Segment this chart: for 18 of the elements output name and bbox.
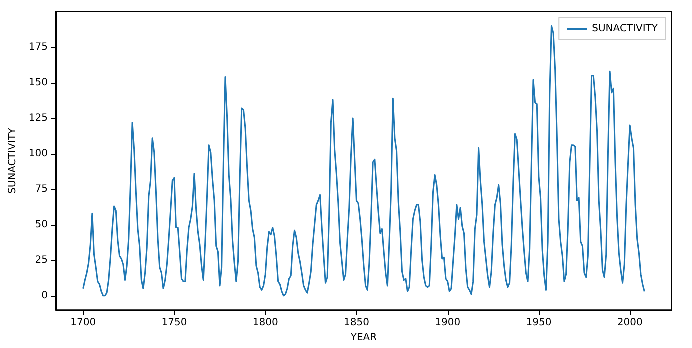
- y-tick-label: 0: [42, 290, 48, 302]
- legend-label: SUNACTIVITY: [592, 24, 659, 34]
- y-tick-label: 100: [28, 148, 48, 160]
- y-tick-label: 75: [35, 184, 48, 195]
- x-tick-label: 1850: [344, 318, 370, 329]
- y-axis-title: SUNACTIVITY: [8, 127, 18, 194]
- x-tick-label: 1700: [70, 318, 96, 329]
- x-tick-label: 1900: [435, 318, 461, 329]
- x-tick-label: 2000: [617, 318, 643, 329]
- y-tick-label: 125: [28, 112, 48, 124]
- x-tick-label: 1750: [162, 318, 188, 329]
- x-tick-label: 1800: [252, 318, 278, 329]
- y-tick-label: 25: [35, 254, 48, 266]
- x-tick-label: 1950: [526, 318, 552, 329]
- x-axis-title: YEAR: [350, 332, 378, 344]
- y-tick-label: 150: [28, 77, 48, 88]
- y-tick-label: 50: [35, 219, 48, 230]
- y-tick-label: 175: [28, 42, 48, 53]
